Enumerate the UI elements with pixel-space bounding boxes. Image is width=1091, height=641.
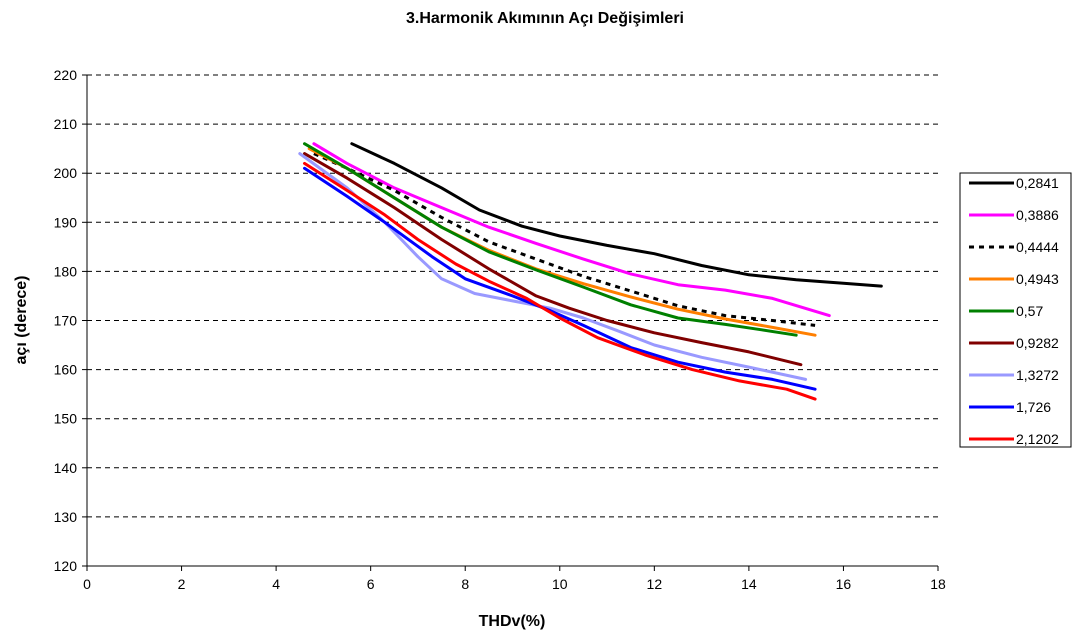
axes xyxy=(82,74,939,571)
y-tick-label-8: 200 xyxy=(54,165,78,181)
x-tick-label-7: 14 xyxy=(741,576,757,592)
x-tick-label-6: 12 xyxy=(647,576,663,592)
y-tick-label-5: 170 xyxy=(54,313,78,329)
legend-label-1: 0,3886 xyxy=(1016,207,1059,223)
legend-label-5: 0,9282 xyxy=(1016,335,1059,351)
legend-label-3: 0,4943 xyxy=(1016,271,1059,287)
series-line-0 xyxy=(350,142,883,288)
series-line-8 xyxy=(303,161,817,401)
x-tick-label-3: 6 xyxy=(367,576,375,592)
x-tick-label-0: 0 xyxy=(83,576,91,592)
series-line-4 xyxy=(303,142,798,337)
y-tick-label-9: 210 xyxy=(54,116,78,132)
y-tick-label-2: 140 xyxy=(54,460,78,476)
legend-label-8: 2,1202 xyxy=(1016,431,1059,447)
x-tick-label-8: 16 xyxy=(836,576,852,592)
x-tick-label-2: 4 xyxy=(272,576,280,592)
legend-label-7: 1,726 xyxy=(1016,399,1051,415)
y-tick-label-3: 150 xyxy=(54,411,78,427)
legend-label-2: 0,4444 xyxy=(1016,239,1059,255)
y-tick-label-7: 190 xyxy=(54,214,78,230)
x-tick-label-1: 2 xyxy=(178,576,186,592)
legend: 0,2841 0,3886 0,4444 0,4943 0,57 0,9282 1,3272… xyxy=(959,172,1072,448)
series-line-5 xyxy=(303,152,803,367)
x-tick-label-5: 10 xyxy=(552,576,568,592)
chart-title: 3.Harmonik Akımının Açı Değişimleri xyxy=(406,10,684,27)
y-tick-label-1: 130 xyxy=(54,509,78,525)
legend-label-6: 1,3272 xyxy=(1016,367,1059,383)
x-axis-label: THDv(%) xyxy=(479,613,546,630)
x-tick-labels: 0 2 4 6 8 10 12 14 16 18 xyxy=(83,576,946,592)
y-tick-label-0: 120 xyxy=(54,558,78,574)
y-tick-label-6: 180 xyxy=(54,263,78,279)
y-axis-label: açı (derece) xyxy=(13,276,30,365)
y-tick-labels: 120 130 140 150 160 170 180 190 200 210 220 xyxy=(54,67,78,574)
series-lines xyxy=(298,142,883,401)
series-line-2 xyxy=(313,152,816,327)
y-tick-label-10: 220 xyxy=(54,67,78,83)
legend-label-4: 0,57 xyxy=(1016,303,1043,319)
y-tick-label-4: 160 xyxy=(54,362,78,378)
x-tick-label-4: 8 xyxy=(461,576,469,592)
legend-label-0: 0,2841 xyxy=(1016,175,1059,191)
series-line-1 xyxy=(312,142,831,318)
x-tick-label-9: 18 xyxy=(930,576,946,592)
